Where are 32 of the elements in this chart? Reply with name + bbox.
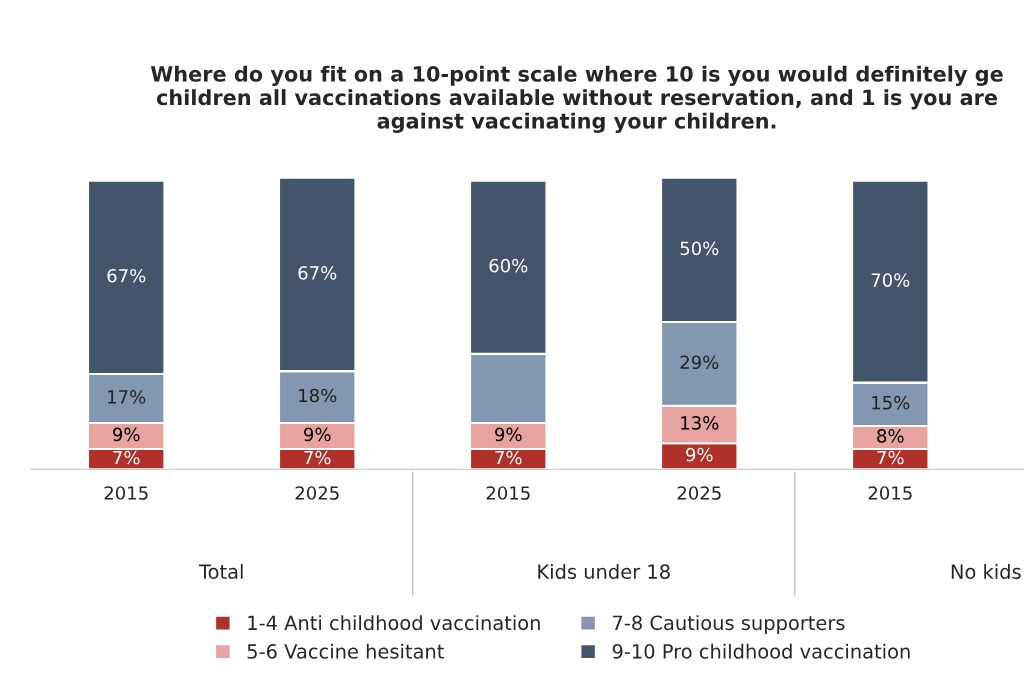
legend-label: 1-4 Anti childhood vaccination bbox=[248, 615, 540, 631]
data-label: 18% bbox=[299, 388, 337, 403]
data-label: 8% bbox=[877, 429, 904, 443]
chart-title: Where do you fit on a 10-point scale where 10 is you would definitely ge children all vaccinations available without reservation, and 1 is you are against vaccinating your children. bbox=[150, 65, 1003, 133]
data-label: 9% bbox=[304, 427, 331, 442]
data-label: 29% bbox=[680, 355, 719, 370]
data-label: 7% bbox=[113, 450, 140, 465]
data-label: 17% bbox=[108, 390, 146, 404]
text: Total bbox=[198, 563, 243, 580]
data-label: 7% bbox=[877, 450, 904, 465]
data-label: 15% bbox=[872, 395, 910, 410]
data-label: 9% bbox=[113, 427, 140, 442]
text: Kids under 18 bbox=[538, 563, 670, 580]
x-tick-label: 2015 bbox=[486, 486, 530, 500]
x-tick-label: 2025 bbox=[295, 486, 339, 500]
data-label: 7% bbox=[495, 450, 522, 465]
data-label: 60% bbox=[489, 258, 528, 273]
legend-label: 7-8 Cautious supporters bbox=[613, 615, 845, 634]
x-tick-label: 2015 bbox=[868, 486, 912, 500]
legend-label: 9-10 Pro childhood vaccination bbox=[612, 643, 910, 659]
data-label: 67% bbox=[107, 268, 146, 283]
x-tick-label: 2015 bbox=[104, 486, 148, 500]
data-label: 9% bbox=[495, 427, 522, 442]
data-label: 67% bbox=[298, 266, 337, 280]
text: No kids bbox=[951, 563, 1021, 580]
data-label: 7% bbox=[304, 450, 331, 465]
data-label: 9% bbox=[686, 447, 713, 462]
data-label: 50% bbox=[680, 241, 719, 256]
data-label: 70% bbox=[871, 273, 910, 287]
legend-label: 5-6 Vaccine hesitant bbox=[247, 643, 444, 659]
x-tick-label: 2025 bbox=[677, 486, 721, 500]
data-label: 13% bbox=[681, 416, 719, 430]
